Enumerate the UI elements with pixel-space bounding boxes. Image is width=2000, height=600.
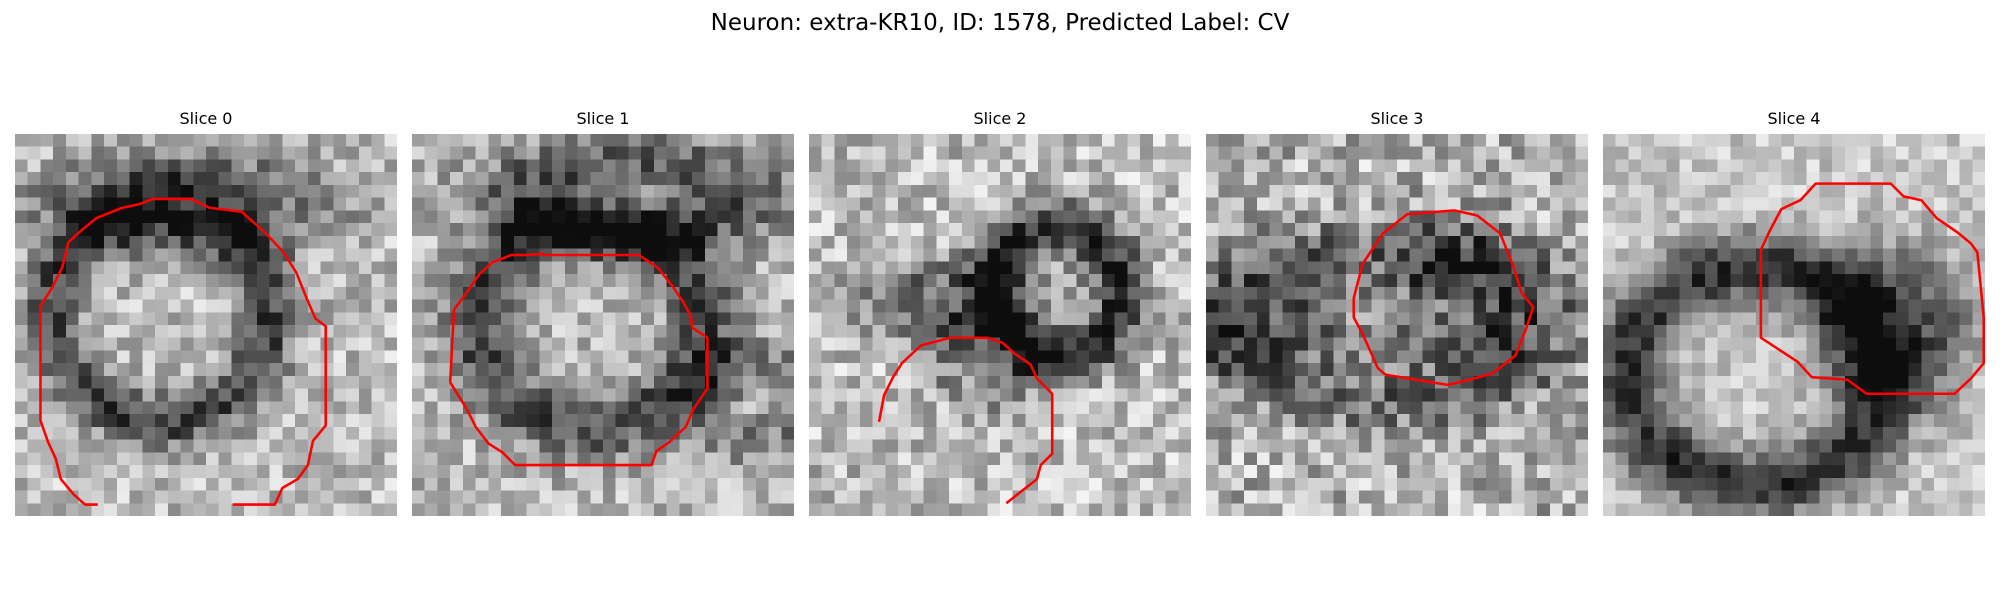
slice-3-image: [1206, 134, 1588, 516]
slice-4-contour: [1759, 182, 1985, 396]
slice-2-title: Slice 2: [973, 109, 1027, 128]
slice-0-image: [15, 134, 397, 516]
slice-0-contour: [39, 197, 327, 506]
slice-2-image: [809, 134, 1191, 516]
slice-2-contour: [877, 336, 1054, 505]
slice-1-contour: [448, 252, 709, 467]
slice-3-contour: [1352, 209, 1535, 387]
slice-0-title: Slice 0: [179, 109, 233, 128]
slice-4-title: Slice 4: [1767, 109, 1821, 128]
figure-title: Neuron: extra-KR10, ID: 1578, Predicted …: [710, 10, 1290, 36]
slice-1-title: Slice 1: [576, 109, 630, 128]
slice-3-title: Slice 3: [1370, 109, 1424, 128]
slice-1-image: [412, 134, 794, 516]
slice-4-image: [1603, 134, 1985, 516]
